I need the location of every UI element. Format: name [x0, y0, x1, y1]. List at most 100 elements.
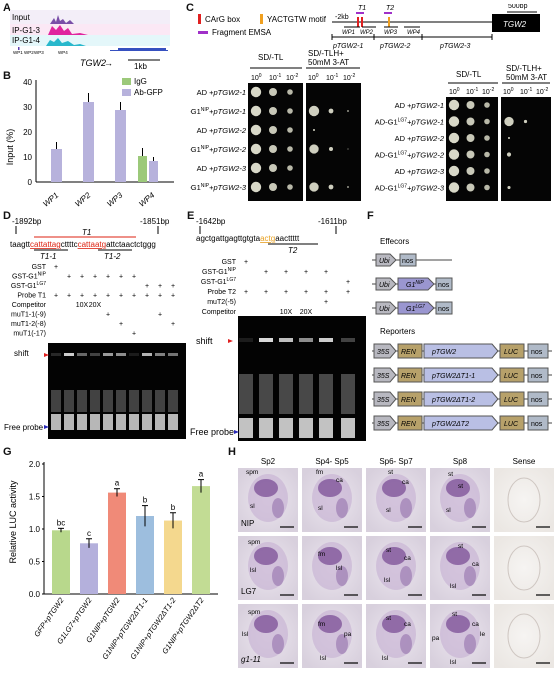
e-smear [239, 374, 253, 414]
track-bg-ip1 [10, 24, 170, 35]
h-tissue-label: ca [404, 621, 411, 628]
f-ptgw2-label: pTGW2ΔT2 [431, 421, 469, 428]
c-legend-yac-swatch [260, 14, 263, 24]
yeast-spot [448, 99, 460, 111]
panel-a-tracks: Input IP-G1-3 IP-G1-4 WP1 WP2 WP3 WP4 TG… [10, 10, 170, 70]
d-smear [142, 390, 152, 412]
d-free-band [142, 414, 152, 430]
b-legend-ab: Ab-GFP [134, 88, 163, 97]
h-tile [494, 536, 554, 600]
yeast-spot [269, 183, 277, 191]
d-smear [155, 390, 165, 412]
c-carg-2 [361, 17, 363, 27]
f-35s-label: 35S [377, 421, 390, 428]
wp1-label: WP1 [13, 50, 23, 55]
g-sig-letter: c [87, 529, 91, 538]
h-tissue-label: ca [336, 477, 343, 484]
e-lane-mark: + [284, 269, 288, 276]
yeast-spot [250, 86, 262, 98]
yeast-spot [287, 108, 293, 114]
yeast-spot [466, 150, 475, 159]
track-label-ip2: IP-G1-4 [12, 36, 41, 45]
e-lane-mark: + [244, 289, 248, 296]
yeast-spot [484, 184, 490, 191]
panel-f: Effecors Reporters Ubi nos Ubi G1NIP nos Ubi G… [372, 237, 552, 431]
h-tissue-label: fm [318, 551, 325, 558]
e-sequence: agctgattgagttgtgtaactgaacttttt [196, 234, 300, 243]
wp2-label: WP2 [24, 50, 34, 55]
d-smear [116, 390, 126, 412]
e-shift-band [259, 338, 273, 342]
g-bar [80, 543, 98, 594]
wp3-label: WP3 [34, 50, 44, 55]
d-free-band [155, 414, 165, 430]
c-row-label: AD +pTGW2-3 [395, 167, 445, 176]
d-lane-mark: + [93, 274, 97, 281]
peak-ip2 [46, 38, 86, 46]
e-lane-mark: + [284, 289, 288, 296]
h-tissue-label: ca [402, 479, 409, 486]
b-ytick-0: 0 [28, 178, 33, 187]
g-sig-letter: b [143, 496, 148, 505]
b-legend-igg: IgG [134, 77, 147, 86]
c-row-label: AD +pTGW2-3 [197, 164, 247, 173]
d-sequence: taagttcattattagcttttccattaatgattctaactct… [10, 240, 156, 249]
f-ren-box [397, 391, 423, 407]
h-tissue-label: spm [246, 469, 258, 476]
f-nos-terminator [399, 253, 417, 267]
d-lane-mark: + [106, 293, 110, 300]
h-col-header: Sp8 [453, 457, 468, 466]
f-luc-box [499, 367, 525, 383]
d-lane-mark: + [145, 293, 149, 300]
h-tissue-label: lsl [384, 577, 391, 584]
c-frag-t1 [356, 12, 364, 14]
d-shift-band [155, 353, 165, 356]
d-smear [129, 390, 139, 412]
f-ubi-promoter [375, 277, 397, 291]
c-left-dil-5: 10-2 [343, 73, 355, 82]
h-signal [382, 547, 406, 565]
f-luc-box [499, 343, 525, 359]
c-left-dil-1: 10-1 [269, 73, 281, 82]
e-shift-arrow [228, 339, 233, 343]
panel-h: Sp2 Sp4- Sp5 Sp6- Sp7 Sp8 Sense NIP LG7 g1-11 s… [236, 456, 554, 670]
h-sense-outline [507, 613, 541, 659]
gene-label-a: TGW2 [80, 58, 106, 68]
h-signal [254, 547, 278, 565]
f-nos-label: nos [531, 349, 543, 356]
h-tissue-label: sl [386, 507, 391, 514]
yeast-spot [250, 162, 262, 174]
h-signal [254, 479, 278, 497]
b-xtick-wp2: WP2 [73, 190, 92, 208]
yeast-spot [309, 182, 319, 192]
yeast-spot [484, 118, 490, 125]
d-smear [51, 390, 61, 412]
panel-label-f: F [367, 210, 374, 222]
d-lane-mark: + [93, 293, 97, 300]
b-bar-wp3 [115, 110, 126, 182]
e-seq-seg-1: actg [260, 234, 275, 243]
c-t2-label: T2 [386, 5, 394, 12]
panel-label-c: C [186, 2, 194, 14]
h-tissue-label: ca [472, 621, 479, 628]
d-smear [103, 390, 113, 412]
e-row-label: Probe T2 [207, 289, 236, 296]
d-row-label: GST-G1LG7 [11, 281, 46, 290]
c-wp4: WP4 [407, 30, 421, 36]
d-lane-mark: + [80, 293, 84, 300]
f-ren-label: REN [401, 373, 417, 380]
f-ren-label: REN [401, 421, 417, 428]
h-signal [464, 566, 476, 586]
panel-label-e: E [187, 210, 195, 222]
h-signal [382, 615, 406, 633]
d-lane-mark: + [158, 283, 162, 290]
e-free-band [341, 418, 355, 438]
panel-label-b: B [3, 70, 11, 82]
e-lane-mark: + [346, 279, 350, 286]
e-lane-mark: + [324, 269, 328, 276]
f-ren-box [397, 367, 423, 383]
g-ytick: 1.0 [29, 525, 41, 534]
d-free-band [129, 414, 139, 430]
d-sub1: T1-1 [40, 252, 56, 261]
e-lane-mark: + [324, 299, 328, 306]
